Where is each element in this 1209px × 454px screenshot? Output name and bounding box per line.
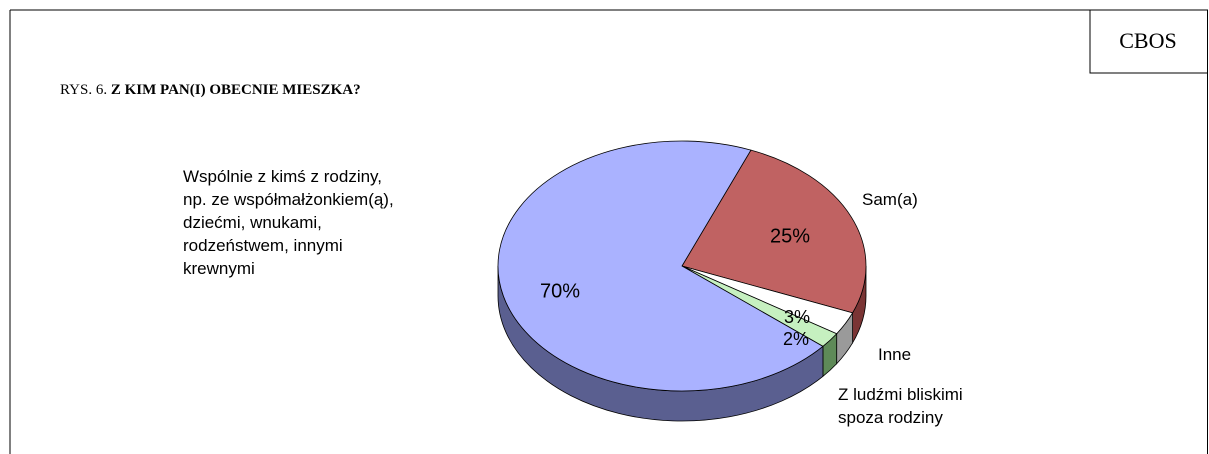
figure-label: RYS. 6. — [60, 82, 107, 98]
pie-slice — [497, 140, 824, 392]
pie-slice — [681, 149, 867, 314]
value-label: 25% — [770, 225, 810, 247]
value-label: 70% — [540, 280, 580, 302]
value-label: 3% — [784, 307, 810, 327]
value-label: 2% — [783, 329, 809, 349]
title: Z KIM PAN(I) OBECNIE MIESZKA? — [111, 82, 361, 98]
source: CBOS — [1119, 28, 1176, 53]
category-label: Z ludźmi bliskimi spoza rodziny — [838, 385, 963, 427]
category-label: Wspólnie z kimś z rodziny, np. ze współm… — [183, 167, 394, 278]
category-label: Sam(a) — [862, 190, 918, 209]
source-box — [1089, 9, 1208, 74]
chart-title: RYS. 6. Z KIM PAN(I) OBECNIE MIESZKA? — [60, 82, 361, 98]
category-label: Inne — [878, 345, 912, 364]
